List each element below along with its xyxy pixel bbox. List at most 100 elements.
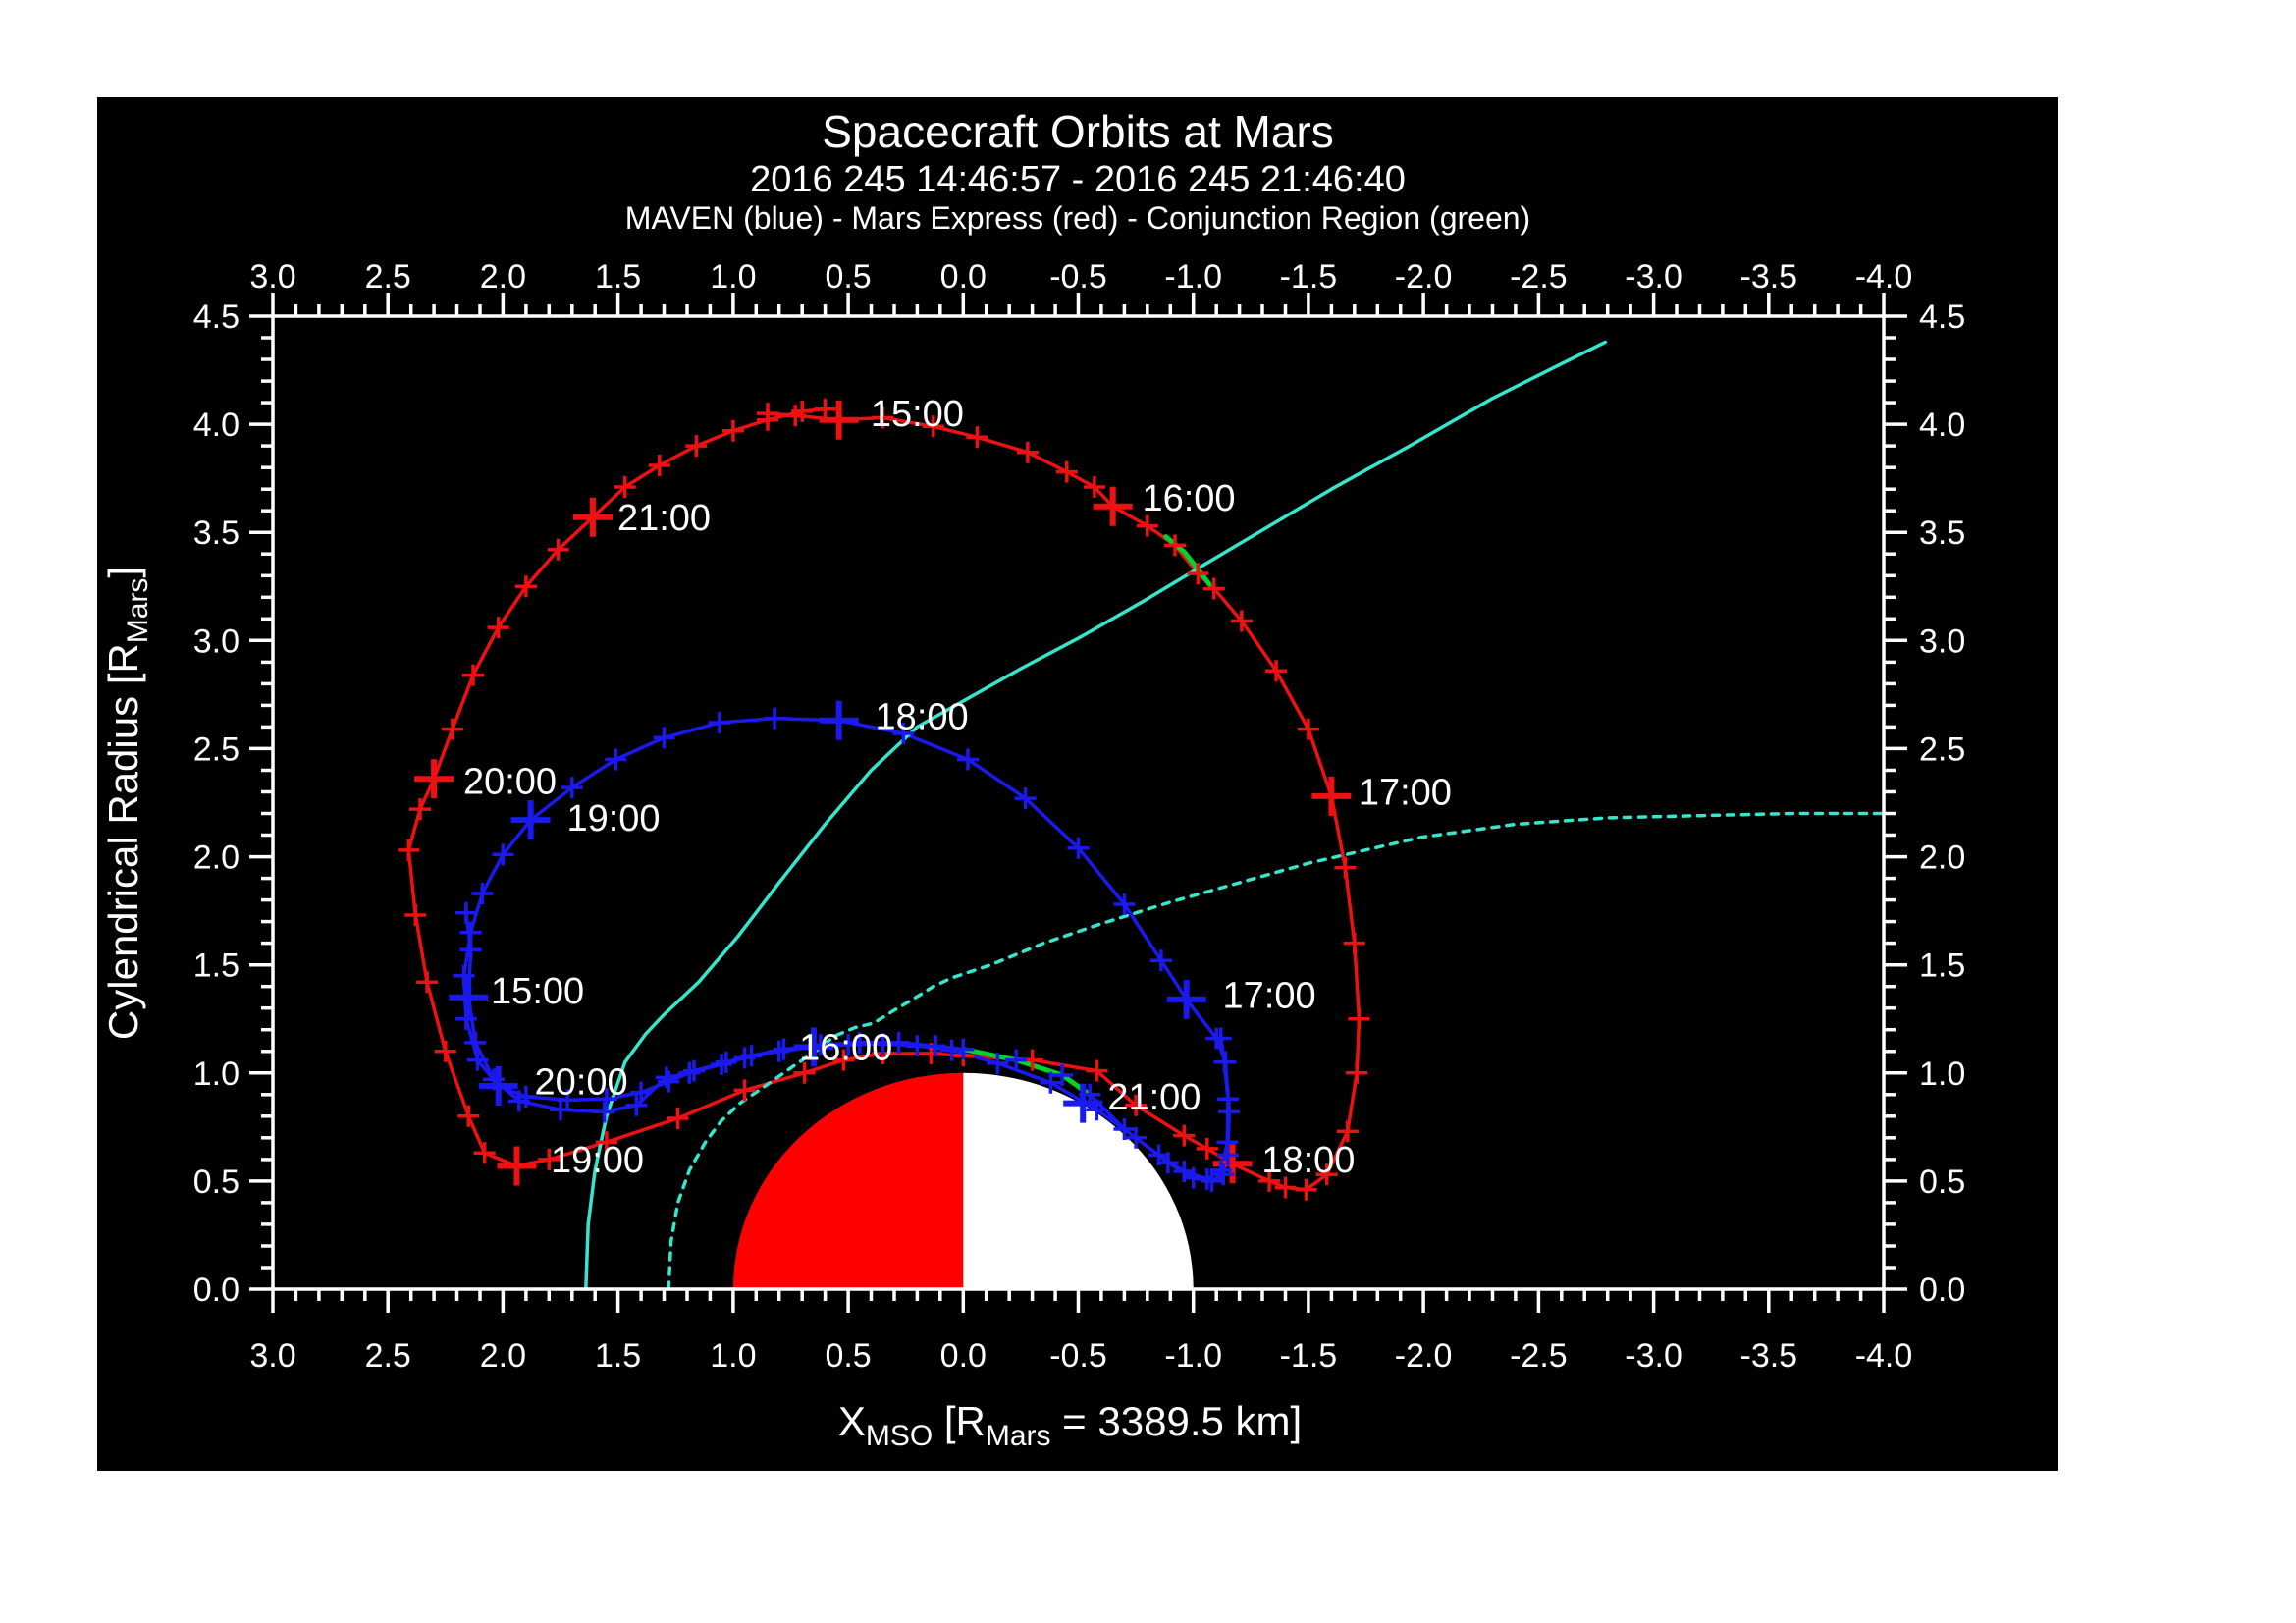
minute-marker (466, 1049, 489, 1071)
x-tick-label-top: -3.0 (1625, 258, 1682, 296)
x-tick-label-top: 0.5 (825, 258, 871, 296)
x-tick-label-bottom: -1.0 (1164, 1337, 1222, 1375)
hour-marker (1311, 776, 1352, 816)
x-tick-label-bottom: -2.0 (1395, 1337, 1453, 1375)
y-tick-label-left: 1.5 (193, 947, 240, 985)
hour-marker (449, 977, 489, 1017)
y-tick-label-right: 0.5 (1919, 1163, 1965, 1201)
minute-marker (538, 1148, 561, 1170)
minute-marker (1346, 1061, 1368, 1084)
time-label: 20:00 (463, 762, 557, 803)
x-tick-label-bottom: -0.5 (1049, 1337, 1107, 1375)
minute-marker (557, 1089, 579, 1111)
minute-marker (471, 883, 494, 904)
minute-marker (1295, 1178, 1317, 1201)
minute-marker (1209, 1027, 1232, 1050)
x-tick-label-bottom: 2.5 (365, 1337, 411, 1375)
page-subtitle: 2016 245 14:46:57 - 2016 245 21:46:40 (750, 159, 1406, 200)
minute-marker (1067, 837, 1090, 859)
minute-marker (1016, 441, 1039, 463)
minute-marker (1014, 787, 1037, 810)
minute-marker (814, 398, 836, 420)
x-tick-label-top: 2.5 (365, 258, 411, 296)
minute-marker (1113, 1118, 1136, 1140)
minute-marker (925, 1035, 947, 1057)
hour-marker (1063, 1083, 1103, 1123)
x-tick-label-top: -4.0 (1855, 258, 1913, 296)
minute-marker (1164, 534, 1186, 557)
time-label: 16:00 (799, 1027, 892, 1068)
time-label: 21:00 (1107, 1077, 1201, 1118)
minute-marker (593, 1101, 615, 1123)
minute-marker (487, 617, 509, 639)
hour-marker (497, 1146, 537, 1186)
minute-marker (1343, 932, 1365, 954)
x-tick-label-bottom: -3.0 (1625, 1337, 1682, 1375)
minute-marker (768, 1040, 790, 1062)
axis-title-text: = 3389.5 km] (1051, 1398, 1303, 1444)
y-tick-label-left: 0.5 (193, 1163, 240, 1201)
x-tick-label-top: -1.5 (1280, 258, 1338, 296)
minute-marker (1136, 514, 1158, 537)
x-tick-label-bottom: 1.5 (595, 1337, 641, 1375)
minute-marker (1274, 1176, 1297, 1199)
axis-title-text: X (838, 1398, 866, 1444)
axis-tick-labels: 3.0 3.0 2.5 2.5 2.0 2.0 1.5 1.5 1.0 1.0 0.5 0.5 0.0 0… (193, 258, 1966, 1375)
minute-marker (658, 1070, 680, 1093)
minute-marker (1315, 1163, 1338, 1186)
minute-marker (1297, 718, 1319, 740)
time-label: 18:00 (1261, 1140, 1355, 1181)
minute-marker (1086, 1059, 1108, 1082)
x-axis-title: XMSO [RMars = 3389.5 km] (838, 1398, 1302, 1452)
hour-marker (478, 1066, 518, 1106)
x-tick-label-bottom: 1.0 (710, 1337, 756, 1375)
mars-dayside (732, 1072, 964, 1289)
y-tick-label-left: 2.5 (193, 730, 240, 768)
minute-marker (1173, 1124, 1196, 1147)
minute-marker (1265, 660, 1288, 682)
minute-marker (1230, 610, 1253, 632)
minute-marker (793, 1061, 816, 1084)
hour-marker (793, 1027, 833, 1067)
y-axis-title: Cylendrical Radius [RMars] (100, 567, 154, 1040)
y-tick-label-right: 4.5 (1919, 298, 1965, 336)
x-tick-label-top: -1.0 (1164, 258, 1222, 296)
x-tick-label-bottom: 0.0 (940, 1337, 987, 1375)
hour-marker (1166, 979, 1206, 1019)
y-tick-label-left: 3.0 (193, 622, 240, 660)
minute-marker (952, 1038, 975, 1060)
time-label: 20:00 (535, 1062, 628, 1104)
y-tick-label-right: 3.0 (1919, 622, 1965, 660)
bow-shock-line (584, 340, 1608, 1291)
minute-marker (473, 1142, 496, 1164)
minute-marker (454, 901, 477, 924)
y-tick-label-left: 4.5 (193, 298, 240, 336)
legend-line: MAVEN (blue) - Mars Express (red) - Conj… (625, 200, 1530, 236)
x-tick-label-top: -0.5 (1049, 258, 1107, 296)
y-tick-label-right: 3.5 (1919, 514, 1965, 552)
axis-titles: XMSO [RMars = 3389.5 km] Cylendrical Radi… (100, 567, 1302, 1452)
minute-marker (416, 971, 439, 994)
minute-marker (547, 538, 569, 561)
minute-marker (655, 1066, 677, 1089)
time-label: 19:00 (551, 1140, 644, 1181)
minute-marker (595, 1131, 617, 1154)
minute-marker (1051, 1064, 1074, 1086)
minute-marker (1125, 1126, 1148, 1149)
time-markers: 15:0016:0017:0018:0019:0020:0021:0015:00… (398, 394, 1452, 1201)
minute-marker (595, 1088, 617, 1110)
hour-marker (819, 700, 859, 740)
minute-marker (1201, 1169, 1223, 1192)
minute-marker (1216, 1088, 1239, 1110)
minute-marker (1083, 476, 1105, 498)
x-tick-label-top: 3.0 (249, 258, 295, 296)
time-label: 15:00 (871, 394, 964, 435)
x-tick-label-bottom: -3.5 (1740, 1337, 1798, 1375)
time-label: 18:00 (876, 696, 969, 737)
minute-marker (1148, 1144, 1170, 1166)
minute-marker (678, 1061, 701, 1084)
axes-frame (249, 293, 1907, 1313)
minute-marker (1055, 460, 1078, 483)
minute-marker (1196, 1137, 1218, 1160)
